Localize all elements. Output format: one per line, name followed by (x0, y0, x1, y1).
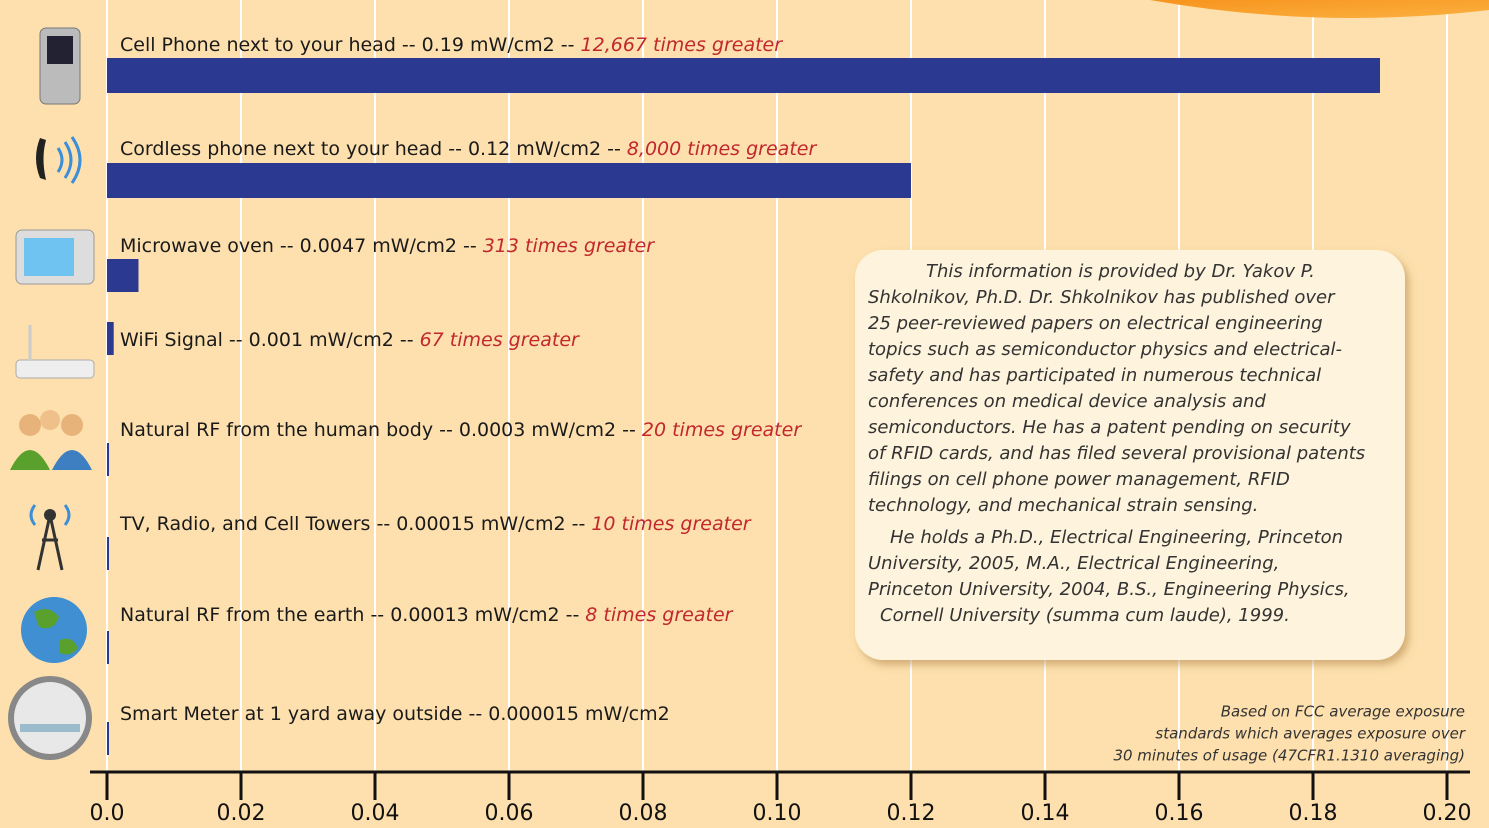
bar-label: Cell Phone next to your head -- 0.19 mW/… (120, 34, 783, 56)
bar-label: WiFi Signal -- 0.001 mW/cm2 -- 67 times g… (120, 329, 580, 351)
note-line: semiconductors. He has a patent pending … (868, 417, 1351, 438)
bar-label: TV, Radio, and Cell Towers -- 0.00015 mW… (119, 513, 752, 535)
bar (107, 443, 109, 476)
footnote-line: Based on FCC average exposure (1221, 703, 1465, 721)
bar (107, 322, 114, 355)
comparison-label: 20 times greater (642, 419, 802, 441)
note-line: topics such as semiconductor physics and… (868, 339, 1342, 360)
note-line: This information is provided by Dr. Yako… (926, 261, 1315, 282)
footnote-line: standards which averages exposure over (1155, 725, 1465, 743)
x-tick-label: 0.10 (753, 801, 802, 826)
note-line: of RFID cards, and has filed several pro… (868, 443, 1365, 464)
x-tick-label: 0.12 (887, 801, 936, 826)
comparison-label: 8 times greater (585, 604, 733, 626)
note-line: filings on cell phone power management, … (868, 469, 1290, 490)
note-line: technology, and mechanical strain sensin… (868, 495, 1258, 516)
note-line: 25 peer-reviewed papers on electrical en… (868, 313, 1323, 334)
x-tick-label: 0.14 (1021, 801, 1070, 826)
x-tick-label: 0.0 (90, 801, 125, 826)
category-label: WiFi Signal -- 0.001 mW/cm2 -- (120, 329, 414, 351)
category-label: TV, Radio, and Cell Towers -- 0.00015 mW… (119, 513, 585, 535)
comparison-label: 313 times greater (483, 235, 656, 257)
x-tick-label: 0.08 (619, 801, 668, 826)
category-label: Smart Meter at 1 yard away outside -- 0.… (120, 703, 670, 725)
comparison-label: 67 times greater (420, 329, 580, 351)
note-line: conferences on medical device analysis a… (868, 391, 1266, 412)
bar-label: Natural RF from the human body -- 0.0003… (120, 419, 802, 441)
bar-label: Cordless phone next to your head -- 0.12… (120, 138, 817, 160)
bar (107, 163, 911, 198)
x-tick-label: 0.06 (485, 801, 534, 826)
bar-label: Smart Meter at 1 yard away outside -- 0.… (120, 703, 670, 725)
x-tick-label: 0.02 (217, 801, 266, 826)
x-tick-label: 0.20 (1423, 801, 1472, 826)
category-label: Natural RF from the human body -- 0.0003… (120, 419, 636, 441)
note-line: University, 2005, M.A., Electrical Engin… (868, 553, 1279, 574)
bar (107, 537, 109, 570)
comparison-label: 12,667 times greater (581, 34, 784, 56)
x-tick-label: 0.16 (1155, 801, 1204, 826)
note-line: Shkolnikov, Ph.D. Dr. Shkolnikov has pub… (868, 287, 1336, 308)
bar (107, 259, 138, 292)
comparison-label: 10 times greater (591, 513, 751, 535)
note-line: Princeton University, 2004, B.S., Engine… (868, 579, 1350, 600)
comparison-label: 8,000 times greater (627, 138, 818, 160)
category-label: Microwave oven -- 0.0047 mW/cm2 -- (120, 235, 477, 257)
bar-label: Microwave oven -- 0.0047 mW/cm2 -- 313 ti… (120, 235, 655, 257)
category-label: Cell Phone next to your head -- 0.19 mW/… (120, 34, 575, 56)
note-line: safety and has participated in numerous … (868, 365, 1321, 386)
footnote-line: 30 minutes of usage (47CFR1.1310 averagi… (1113, 747, 1465, 765)
category-label: Cordless phone next to your head -- 0.12… (120, 138, 621, 160)
x-tick-label: 0.18 (1289, 801, 1338, 826)
x-tick-label: 0.04 (351, 801, 400, 826)
bar (107, 722, 109, 755)
category-label: Natural RF from the earth -- 0.00013 mW/… (120, 604, 579, 626)
bar (107, 631, 109, 664)
chart: Cell Phone next to your head -- 0.19 mW/… (0, 0, 1489, 828)
note-line: He holds a Ph.D., Electrical Engineering… (890, 527, 1343, 548)
bar-label: Natural RF from the earth -- 0.00013 mW/… (120, 604, 734, 626)
note-line: Cornell University (summa cum laude), 19… (880, 605, 1290, 626)
bar (107, 58, 1380, 93)
